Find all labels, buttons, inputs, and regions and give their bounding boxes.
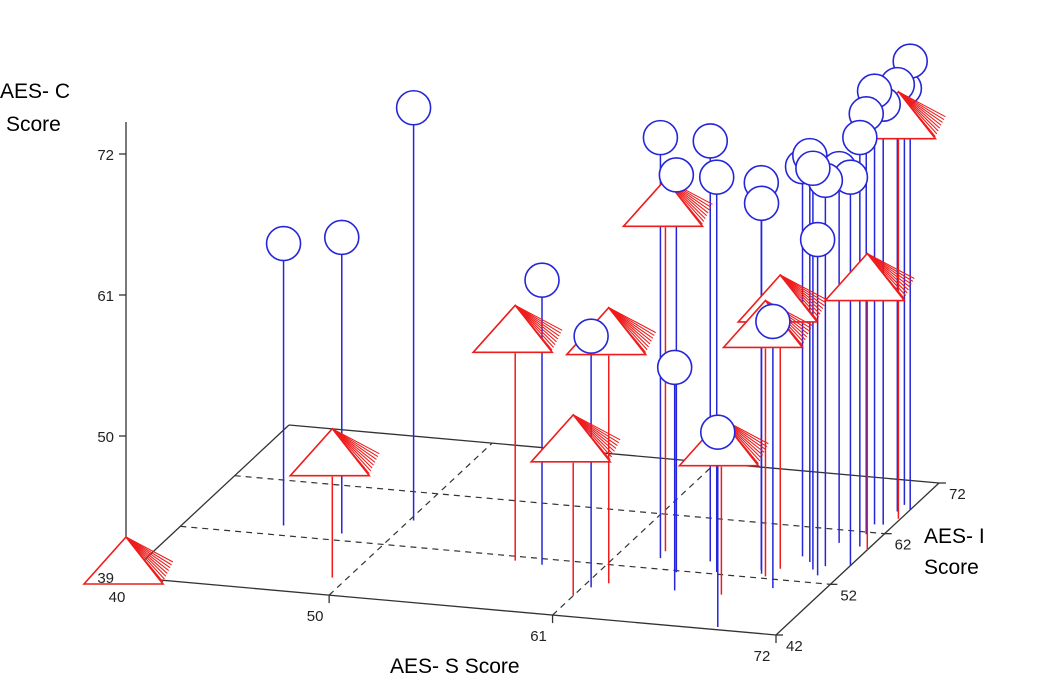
- x-axis-title: AES- S Score: [390, 655, 520, 678]
- data-point-circle: [395, 89, 432, 126]
- y-tick-label: 62: [895, 537, 912, 554]
- pyramid-edge: [125, 536, 174, 563]
- pyramid-face: [529, 413, 612, 463]
- data-point-circle: [799, 221, 836, 258]
- pyramid-edge: [780, 274, 828, 301]
- data-point-pyramid: [823, 252, 915, 302]
- pyramid-edge: [898, 91, 946, 118]
- pyramid-face: [471, 304, 554, 354]
- y-tick-label: 42: [786, 638, 803, 655]
- z-axis-title-line2: Score: [6, 113, 61, 136]
- y-axis-title-line2: Score: [924, 556, 979, 579]
- stem-lines: [282, 78, 911, 628]
- z-tick-label: 39: [97, 570, 114, 587]
- data-point-circle: [743, 185, 780, 222]
- data-point-circle: [656, 349, 693, 386]
- grid-line-x: [552, 462, 716, 616]
- data-point-circle: [692, 123, 729, 159]
- data-point-circle: [658, 157, 695, 193]
- tick-labels: 40 50 61 72 42 52 62 72 39 50 61 72: [97, 147, 965, 665]
- z-axis-title-line1: AES- C: [0, 80, 70, 103]
- pyramid-edge: [572, 414, 621, 441]
- pyramid-edge: [332, 428, 380, 455]
- z-tick-label: 61: [97, 288, 114, 305]
- markers: [82, 43, 946, 585]
- data-point-circle: [698, 159, 735, 195]
- data-point-pyramid: [82, 535, 174, 585]
- z-tick-label: 50: [97, 429, 114, 446]
- y-axis-title: AES- I Score: [924, 525, 985, 579]
- pyramid-edge: [867, 253, 915, 280]
- data-point-circle: [699, 414, 736, 450]
- pyramid-face: [823, 252, 906, 302]
- data-point-circle: [323, 219, 360, 256]
- pyramid-face: [621, 178, 705, 228]
- data-point-circle: [265, 225, 302, 262]
- x-tick-label: 40: [109, 589, 126, 606]
- data-point-pyramid: [529, 413, 621, 463]
- x-tick-label: 50: [307, 608, 324, 625]
- z-axis-title: AES- C Score: [0, 80, 70, 136]
- grid-line-y: [180, 525, 831, 585]
- data-point-circle: [642, 119, 679, 156]
- data-point-circle: [573, 318, 609, 354]
- floor-edge-back: [288, 424, 940, 484]
- floor-edge-right: [775, 482, 940, 636]
- pyramid-edge: [608, 307, 656, 334]
- pyramid-face: [82, 535, 165, 585]
- data-point-circle: [842, 119, 878, 156]
- data-point-pyramid: [471, 304, 563, 354]
- grid-line-y: [234, 475, 885, 535]
- y-axis-title-line1: AES- I: [924, 525, 985, 548]
- pyramid-face: [288, 427, 371, 477]
- y-tick-label: 52: [840, 587, 857, 604]
- x-tick-label: 61: [530, 628, 547, 645]
- pyramid-edge: [514, 304, 563, 331]
- x-tick-label: 72: [754, 648, 771, 665]
- data-point-circle: [795, 150, 831, 187]
- z-tick-label: 72: [97, 147, 114, 164]
- data-point-circle: [524, 262, 560, 298]
- data-point-circle: [755, 303, 791, 340]
- data-point-pyramid: [288, 427, 380, 477]
- y-tick-label: 72: [949, 486, 966, 503]
- grid-line-x: [328, 442, 493, 596]
- floor-edge-front: [125, 576, 777, 636]
